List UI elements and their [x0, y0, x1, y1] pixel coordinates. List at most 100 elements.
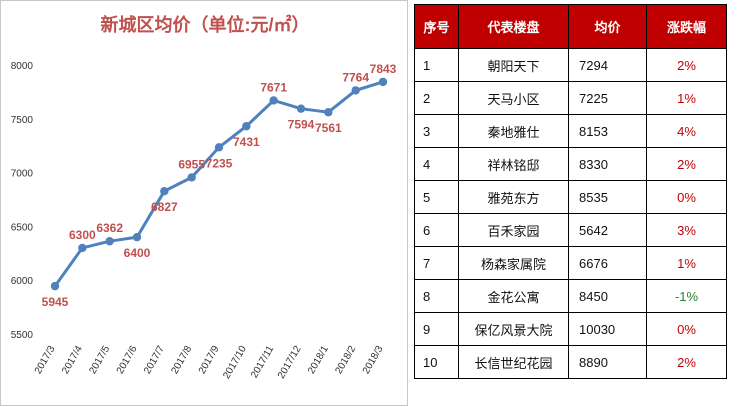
row-property-name: 百禾家园	[458, 213, 569, 247]
y-tick-label: 6000	[11, 276, 34, 287]
price-series	[50, 77, 388, 291]
data-label: 7764	[342, 70, 369, 84]
row-avg-price: 8450	[568, 279, 647, 313]
data-label: 6955	[178, 157, 205, 171]
table-row: 10 长信世纪花园 8890 2%	[414, 345, 727, 379]
row-change: -1%	[646, 279, 727, 313]
x-axis: 2017/3 2017/4 2017/5 2017/6 2017/7 2017/8 2017…	[33, 344, 386, 381]
row-avg-price: 7225	[568, 81, 647, 115]
row-change: 1%	[646, 81, 727, 115]
data-point	[78, 243, 87, 253]
table-row: 1 朝阳天下 7294 2%	[414, 48, 727, 82]
x-tick-label: 2018/2	[333, 344, 358, 376]
data-label: 7843	[370, 62, 397, 76]
header-index: 序号	[414, 4, 459, 49]
row-change: 1%	[646, 246, 727, 280]
price-chart: 新城区均价（单位:元/㎡） 5500 6000 6500 7000 7500 8000 2…	[0, 0, 408, 406]
row-change: 2%	[646, 345, 727, 379]
table-row: 2 天马小区 7225 1%	[414, 81, 727, 115]
data-label: 6827	[151, 200, 178, 214]
data-point	[132, 232, 142, 242]
row-change: 0%	[646, 180, 727, 214]
row-change: 4%	[646, 114, 727, 148]
data-point	[242, 122, 251, 131]
price-line-chart: 新城区均价（单位:元/㎡） 5500 6000 6500 7000 7500 8000 2…	[11, 14, 397, 381]
x-tick-label: 2017/11	[249, 344, 276, 381]
table-row: 6 百禾家园 5642 3%	[414, 213, 727, 247]
row-property-name: 朝阳天下	[458, 48, 569, 82]
row-property-name: 金花公寓	[458, 279, 569, 313]
row-avg-price: 10030	[568, 312, 647, 346]
row-avg-price: 8890	[568, 345, 647, 379]
x-tick-label: 2017/8	[169, 344, 194, 376]
row-index: 8	[414, 279, 459, 313]
table-row: 7 杨森家属院 6676 1%	[414, 246, 727, 280]
row-index: 1	[414, 48, 459, 82]
table-header-row: 序号 代表楼盘 均价 涨跌幅	[414, 4, 727, 49]
table-row: 5 雅苑东方 8535 0%	[414, 180, 727, 214]
table-row: 4 祥林铭邸 8330 2%	[414, 147, 727, 181]
row-index: 2	[414, 81, 459, 115]
row-avg-price: 8330	[568, 147, 647, 181]
row-avg-price: 7294	[568, 48, 647, 82]
x-tick-label: 2017/7	[142, 344, 167, 376]
row-avg-price: 8153	[568, 114, 647, 148]
row-property-name: 祥林铭邸	[458, 147, 569, 181]
row-property-name: 天马小区	[458, 81, 569, 115]
data-label: 7431	[233, 135, 260, 149]
y-tick-label: 7500	[11, 115, 34, 126]
data-point	[187, 173, 196, 182]
header-avg-price: 均价	[568, 4, 647, 49]
y-axis: 5500 6000 6500 7000 7500 8000	[11, 61, 34, 341]
table-row: 8 金花公寓 8450 -1%	[414, 279, 727, 313]
data-label: 7671	[260, 80, 287, 94]
property-table-panel: 序号 代表楼盘 均价 涨跌幅 1 朝阳天下 7294 2% 2 天马小区 7225 1% 3 秦地…	[414, 4, 727, 379]
x-tick-label: 2017/3	[33, 344, 58, 376]
row-property-name: 秦地雅仕	[458, 114, 569, 148]
data-label: 6300	[69, 228, 96, 242]
row-property-name: 雅苑东方	[458, 180, 569, 214]
x-tick-label: 2017/4	[60, 344, 85, 376]
row-change: 0%	[646, 312, 727, 346]
y-tick-label: 5500	[11, 330, 34, 341]
x-tick-label: 2017/6	[115, 344, 140, 376]
data-label: 7594	[288, 118, 315, 132]
row-avg-price: 6676	[568, 246, 647, 280]
property-price-table: 序号 代表楼盘 均价 涨跌幅 1 朝阳天下 7294 2% 2 天马小区 7225 1% 3 秦地…	[414, 4, 727, 379]
data-label: 6400	[124, 246, 151, 260]
y-tick-label: 6500	[11, 222, 34, 233]
row-property-name: 长信世纪花园	[458, 345, 569, 379]
data-point	[214, 143, 224, 152]
x-tick-label: 2018/3	[361, 344, 386, 376]
row-property-name: 保亿风景大院	[458, 312, 569, 346]
row-index: 9	[414, 312, 459, 346]
data-label: 6362	[96, 221, 123, 235]
data-label: 7561	[315, 121, 342, 135]
row-index: 10	[414, 345, 459, 379]
row-index: 3	[414, 114, 459, 148]
chart-title: 新城区均价（单位:元/㎡）	[101, 14, 310, 35]
data-point	[378, 77, 388, 87]
data-point	[105, 237, 114, 246]
row-avg-price: 8535	[568, 180, 647, 214]
table-row: 9 保亿风景大院 10030 0%	[414, 312, 727, 346]
data-point	[269, 96, 278, 105]
row-avg-price: 5642	[568, 213, 647, 247]
series-line	[53, 80, 384, 287]
row-change: 2%	[646, 48, 727, 82]
x-tick-label: 2017/9	[197, 344, 222, 376]
data-label: 7235	[206, 156, 233, 170]
data-point	[160, 187, 169, 196]
row-property-name: 杨森家属院	[458, 246, 569, 280]
data-point	[324, 108, 333, 117]
row-index: 5	[414, 180, 459, 214]
x-tick-label: 2018/1	[306, 344, 331, 376]
y-tick-label: 7000	[11, 169, 34, 180]
row-index: 6	[414, 213, 459, 247]
data-point	[296, 104, 306, 113]
data-label: 5945	[42, 295, 69, 309]
x-tick-label: 2017/12	[276, 344, 304, 381]
x-tick-label: 2017/5	[87, 344, 112, 376]
row-index: 4	[414, 147, 459, 181]
